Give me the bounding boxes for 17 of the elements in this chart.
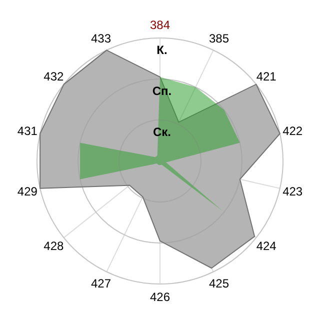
spoke-label: 428	[44, 238, 64, 253]
spoke-label: 425	[208, 276, 230, 291]
spoke-label: 421	[256, 69, 277, 84]
y-tick-label: Сп.	[152, 84, 172, 98]
spoke-label: 427	[90, 276, 112, 291]
spoke-label: 431	[17, 124, 38, 138]
spoke-label: 422	[282, 124, 303, 138]
spoke-label: 384	[150, 18, 170, 32]
spoke-label: 424	[256, 238, 277, 253]
spoke-label: 432	[44, 69, 64, 84]
y-tick-label: Ск.	[152, 125, 172, 140]
spoke-label: 426	[150, 290, 170, 304]
spoke-label: 385	[208, 32, 230, 46]
spoke-label: 429	[17, 184, 38, 198]
y-tick-label: К.	[156, 43, 168, 58]
spoke-label: 433	[90, 32, 112, 46]
spoke-label: 423	[282, 184, 303, 198]
